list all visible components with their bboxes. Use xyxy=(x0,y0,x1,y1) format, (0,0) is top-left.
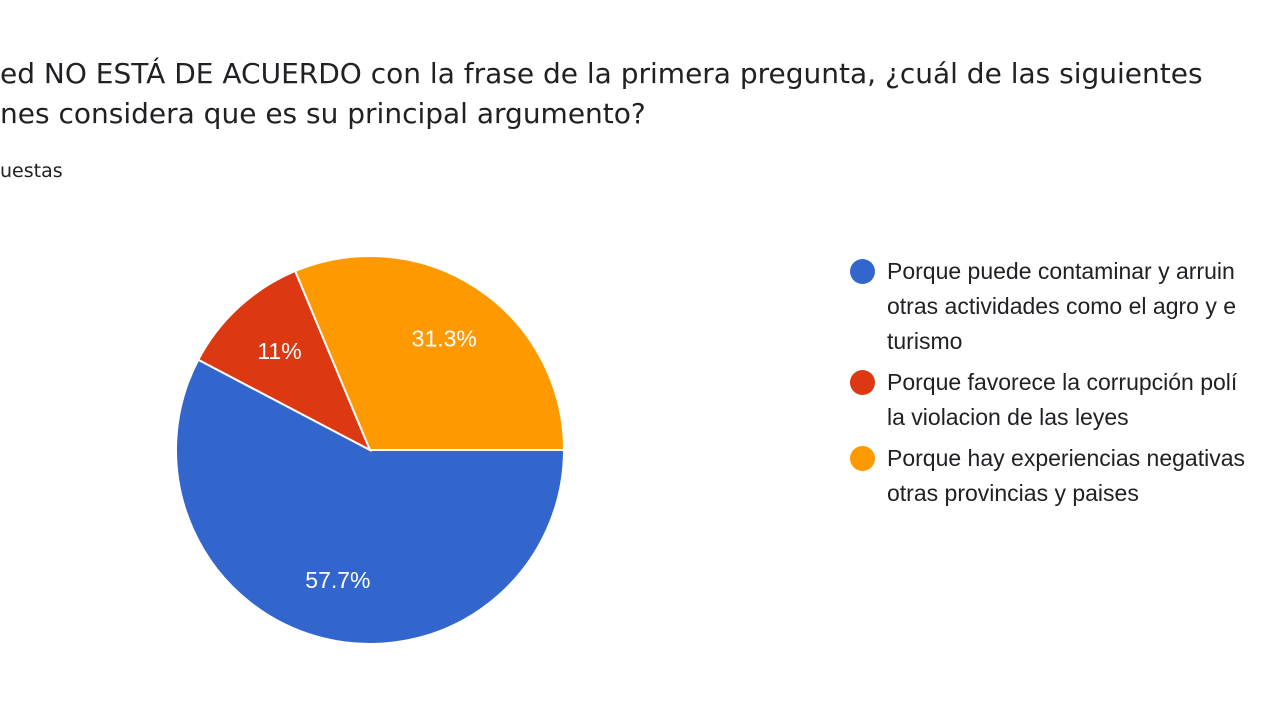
legend-swatch-icon xyxy=(850,259,875,284)
legend-label: Porque favorece la corrupción polí la vi… xyxy=(887,369,1238,430)
question-title-line-2: nes considera que es su principal argume… xyxy=(0,97,646,130)
pie-slice-2[interactable] xyxy=(196,269,372,453)
pie-slice-1[interactable] xyxy=(175,358,566,645)
legend-item-1[interactable]: Porque puede contaminar y arruin otras a… xyxy=(850,254,1280,359)
legend-item-3[interactable]: Porque hay experiencias negativas otras … xyxy=(850,441,1280,511)
question-title: ed NO ESTÁ DE ACUERDO con la frase de la… xyxy=(0,54,1203,134)
legend-swatch-icon xyxy=(850,370,875,395)
slice-label-1: 57.7% xyxy=(305,567,370,593)
chart-legend: Porque puede contaminar y arruin otras a… xyxy=(850,254,1280,517)
legend-swatch-icon xyxy=(850,446,875,471)
slice-label-3: 31.3% xyxy=(412,325,477,351)
legend-label: Porque puede contaminar y arruin otras a… xyxy=(887,258,1237,354)
response-count: uestas xyxy=(0,160,63,182)
legend-item-2[interactable]: Porque favorece la corrupción polí la vi… xyxy=(850,365,1280,435)
slice-label-2: 11% xyxy=(257,338,301,364)
pie-slice-3[interactable] xyxy=(293,255,566,451)
question-title-line-1: ed NO ESTÁ DE ACUERDO con la frase de la… xyxy=(0,57,1203,90)
legend-label: Porque hay experiencias negativas otras … xyxy=(887,445,1246,506)
